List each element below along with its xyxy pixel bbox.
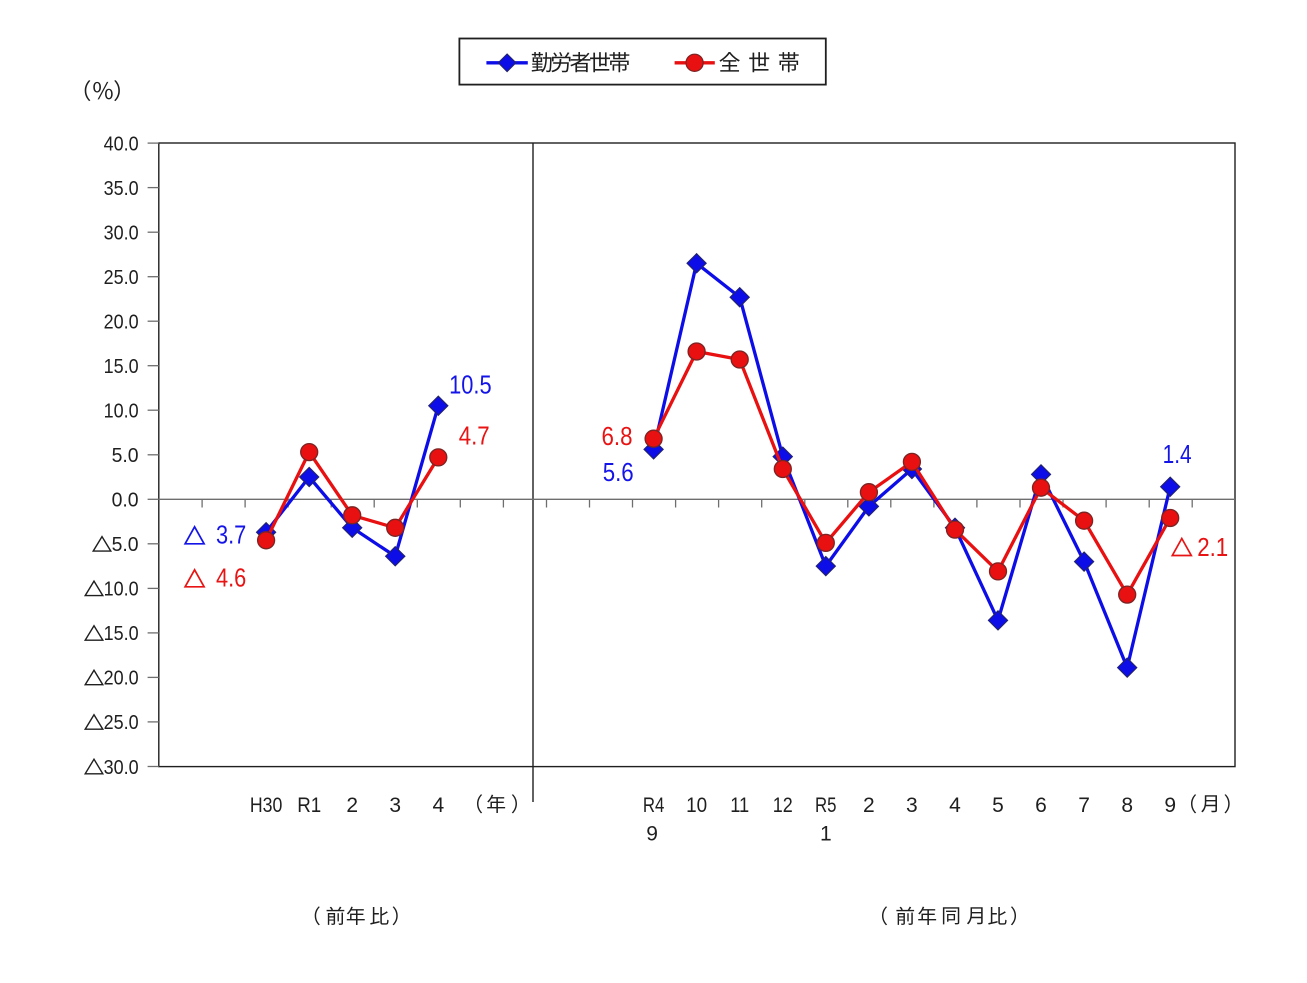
svg-text:0.0: 0.0 [112, 489, 139, 512]
svg-text:20.0: 20.0 [104, 311, 139, 334]
svg-text:1.4: 1.4 [1163, 441, 1192, 469]
svg-text:2: 2 [346, 794, 358, 817]
svg-text:35.0: 35.0 [104, 177, 139, 200]
svg-text:4: 4 [949, 794, 961, 817]
svg-text:15.0: 15.0 [104, 622, 139, 645]
svg-text:6.8: 6.8 [602, 423, 633, 451]
svg-text:2: 2 [863, 794, 875, 817]
svg-text:R1: R1 [297, 794, 321, 817]
svg-text:6: 6 [1035, 794, 1047, 817]
svg-text:8: 8 [1121, 794, 1133, 817]
svg-text:10.5: 10.5 [449, 371, 492, 399]
svg-text:4.6: 4.6 [216, 564, 246, 592]
svg-text:5: 5 [992, 794, 1004, 817]
svg-text:4: 4 [432, 794, 444, 817]
svg-text:10.0: 10.0 [104, 578, 139, 601]
svg-text:11: 11 [730, 794, 749, 817]
svg-text:10.0: 10.0 [104, 400, 139, 423]
svg-text:3: 3 [906, 794, 918, 817]
svg-text:7: 7 [1078, 794, 1090, 817]
svg-text:10: 10 [686, 794, 707, 817]
svg-text:5.0: 5.0 [112, 444, 139, 467]
svg-text:9: 9 [1164, 794, 1176, 817]
svg-text:5.6: 5.6 [603, 459, 634, 487]
svg-text:4.7: 4.7 [459, 422, 490, 450]
svg-text:R5: R5 [815, 794, 837, 817]
svg-text:20.0: 20.0 [104, 667, 139, 690]
svg-text:25.0: 25.0 [104, 266, 139, 289]
svg-text:30.0: 30.0 [104, 222, 139, 245]
svg-text:40.0: 40.0 [104, 132, 139, 155]
svg-text:30.0: 30.0 [104, 756, 139, 779]
svg-text:9: 9 [646, 822, 658, 845]
svg-text:25.0: 25.0 [104, 711, 139, 734]
svg-text:1: 1 [820, 822, 832, 845]
svg-text:R4: R4 [643, 794, 665, 817]
svg-text:15.0: 15.0 [104, 355, 139, 378]
svg-text:H30: H30 [250, 794, 283, 817]
svg-text:3: 3 [389, 794, 401, 817]
svg-text:2.1: 2.1 [1197, 534, 1228, 562]
svg-text:12: 12 [773, 794, 793, 817]
svg-text:3.7: 3.7 [216, 521, 246, 549]
svg-text:5.0: 5.0 [112, 533, 139, 556]
